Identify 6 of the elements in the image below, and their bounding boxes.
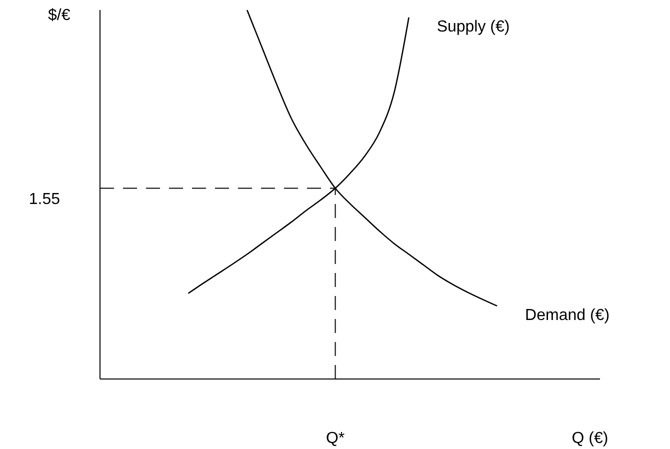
x-axis-title: Q (€) xyxy=(572,430,608,447)
text: Q* xyxy=(326,430,345,447)
y-axis-title: $/€ xyxy=(48,7,70,24)
text: 1.55 xyxy=(28,191,60,208)
series-label: Demand (€) xyxy=(525,306,610,324)
series-label: Supply (€) xyxy=(436,18,510,36)
